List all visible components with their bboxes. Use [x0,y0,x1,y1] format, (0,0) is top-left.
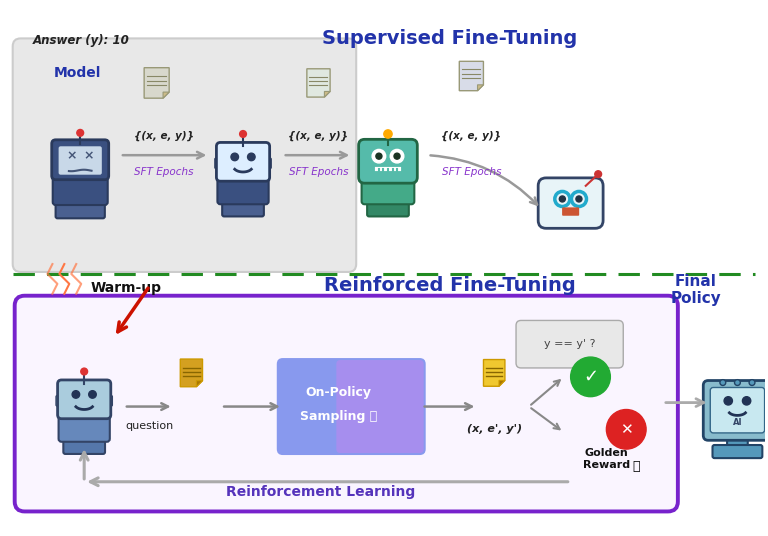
Polygon shape [499,381,505,386]
Text: Model: Model [54,66,101,80]
Circle shape [81,368,88,375]
FancyBboxPatch shape [710,388,765,433]
Text: (x, e', y'): (x, e', y') [467,425,521,434]
Text: Reinforced Fine-Tuning: Reinforced Fine-Tuning [323,277,575,295]
Polygon shape [180,359,203,387]
Text: Final
Policy: Final Policy [670,273,721,306]
FancyBboxPatch shape [58,146,102,175]
FancyBboxPatch shape [727,434,748,450]
FancyBboxPatch shape [713,445,763,458]
Circle shape [72,391,80,398]
Text: 💡: 💡 [632,460,640,473]
FancyBboxPatch shape [53,175,108,205]
FancyBboxPatch shape [703,381,768,440]
FancyBboxPatch shape [55,200,105,218]
Circle shape [594,171,601,177]
Text: On-Policy: On-Policy [306,386,372,399]
Circle shape [240,131,247,137]
Polygon shape [144,68,169,98]
FancyBboxPatch shape [336,360,424,453]
FancyBboxPatch shape [516,321,624,368]
Text: Warm-up: Warm-up [90,281,161,295]
Text: {(x, e, y)}: {(x, e, y)} [134,130,194,140]
FancyBboxPatch shape [217,143,270,181]
FancyBboxPatch shape [15,296,678,511]
FancyBboxPatch shape [105,396,112,406]
Text: AI: AI [733,419,742,427]
FancyBboxPatch shape [362,175,415,204]
FancyBboxPatch shape [51,140,109,180]
Circle shape [376,153,382,159]
Text: {(x, e, y)}: {(x, e, y)} [442,130,502,140]
Circle shape [89,391,96,398]
Circle shape [390,150,404,163]
Circle shape [743,397,751,405]
Circle shape [394,153,400,159]
Text: SFT Epochs: SFT Epochs [289,167,348,177]
Text: SFT Epochs: SFT Epochs [442,167,501,177]
Circle shape [734,379,740,385]
Circle shape [372,150,386,163]
FancyBboxPatch shape [13,39,356,272]
Text: Reinforcement Learning: Reinforcement Learning [226,485,415,498]
Polygon shape [484,360,505,386]
FancyBboxPatch shape [217,175,269,204]
Text: question: question [126,421,174,431]
Circle shape [384,130,392,138]
FancyBboxPatch shape [264,158,271,168]
FancyBboxPatch shape [56,396,63,406]
Circle shape [559,196,565,202]
Polygon shape [478,85,483,91]
Circle shape [77,130,84,136]
Text: ×: × [83,149,94,162]
Circle shape [607,410,646,449]
FancyBboxPatch shape [58,380,111,419]
FancyBboxPatch shape [594,197,601,208]
FancyBboxPatch shape [367,199,409,217]
Polygon shape [324,92,330,97]
Circle shape [571,357,611,397]
Circle shape [724,397,733,405]
Circle shape [720,379,726,385]
Text: y == y' ?: y == y' ? [544,339,595,349]
Polygon shape [307,69,330,97]
Text: {(x, e, y)}: {(x, e, y)} [289,130,349,140]
Text: ✕: ✕ [620,422,633,437]
Polygon shape [163,92,169,98]
Text: Answer (y): 10: Answer (y): 10 [32,34,129,47]
FancyBboxPatch shape [538,178,603,228]
FancyBboxPatch shape [215,158,222,168]
Circle shape [749,379,755,385]
FancyBboxPatch shape [222,199,264,217]
Polygon shape [459,61,483,91]
FancyBboxPatch shape [276,358,425,455]
Text: Golden
Reward: Golden Reward [583,448,630,470]
Text: SFT Epochs: SFT Epochs [134,167,194,177]
Circle shape [247,153,255,161]
Polygon shape [197,381,203,387]
Text: ✓: ✓ [583,368,598,386]
Text: ×: × [67,149,77,162]
FancyBboxPatch shape [562,207,579,216]
FancyBboxPatch shape [540,197,547,208]
FancyBboxPatch shape [63,437,105,454]
Text: Sampling 🔥: Sampling 🔥 [300,410,377,423]
FancyBboxPatch shape [359,139,417,183]
FancyBboxPatch shape [58,413,110,442]
Circle shape [576,196,582,202]
Circle shape [231,153,239,161]
Text: Supervised Fine-Tuning: Supervised Fine-Tuning [322,29,577,48]
